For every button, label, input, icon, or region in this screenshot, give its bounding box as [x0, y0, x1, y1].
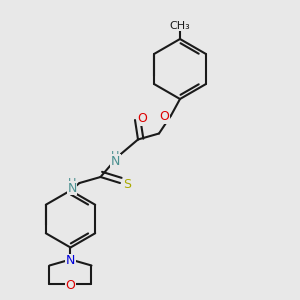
Text: H: H — [68, 178, 76, 188]
Text: O: O — [160, 110, 169, 124]
Text: N: N — [66, 254, 75, 268]
Text: H: H — [111, 151, 120, 160]
Text: O: O — [138, 112, 147, 125]
Text: N: N — [67, 182, 77, 195]
Text: S: S — [124, 178, 131, 191]
Text: O: O — [66, 278, 75, 292]
Text: CH₃: CH₃ — [169, 21, 190, 31]
Text: N: N — [111, 154, 120, 168]
